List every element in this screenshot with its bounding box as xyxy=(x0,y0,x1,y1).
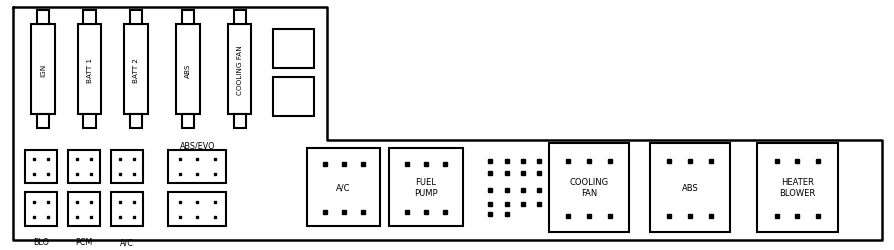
Bar xyxy=(233,115,246,129)
Bar xyxy=(273,78,314,116)
Bar xyxy=(228,25,251,115)
Bar xyxy=(31,25,55,115)
Bar xyxy=(25,150,57,184)
Bar xyxy=(168,150,226,184)
Text: BATT 1: BATT 1 xyxy=(87,58,92,82)
Bar xyxy=(130,115,142,129)
Text: HEATER
BLOWER: HEATER BLOWER xyxy=(779,178,814,198)
Bar xyxy=(83,11,96,25)
Bar xyxy=(389,149,462,226)
Text: FUEL
PUMP: FUEL PUMP xyxy=(414,178,437,198)
Bar xyxy=(756,143,837,232)
Bar xyxy=(111,192,143,226)
Bar xyxy=(68,150,100,184)
Text: ABS: ABS xyxy=(185,63,190,77)
Text: A/C: A/C xyxy=(336,183,350,192)
Bar xyxy=(181,115,194,129)
Bar xyxy=(130,11,142,25)
Text: PCM: PCM xyxy=(75,238,93,246)
Bar xyxy=(273,30,314,69)
Text: IGN: IGN xyxy=(40,64,46,76)
Bar xyxy=(124,25,148,115)
Text: ABS: ABS xyxy=(681,183,697,192)
Bar xyxy=(111,150,143,184)
Bar xyxy=(649,143,730,232)
Bar xyxy=(168,192,226,226)
Bar xyxy=(25,192,57,226)
Text: A/C: A/C xyxy=(120,238,134,246)
Text: BATT 2: BATT 2 xyxy=(133,58,139,82)
Text: COOLING FAN: COOLING FAN xyxy=(237,45,242,95)
Bar xyxy=(83,115,96,129)
Bar xyxy=(68,192,100,226)
Text: ABS/EVO: ABS/EVO xyxy=(180,140,215,149)
Text: BLO: BLO xyxy=(33,238,49,246)
Bar xyxy=(37,115,49,129)
Bar xyxy=(78,25,101,115)
Bar xyxy=(233,11,246,25)
Bar xyxy=(548,143,628,232)
Bar xyxy=(37,11,49,25)
Bar xyxy=(176,25,199,115)
Bar xyxy=(181,11,194,25)
Bar xyxy=(307,149,380,226)
Text: COOLING
FAN: COOLING FAN xyxy=(569,178,608,198)
